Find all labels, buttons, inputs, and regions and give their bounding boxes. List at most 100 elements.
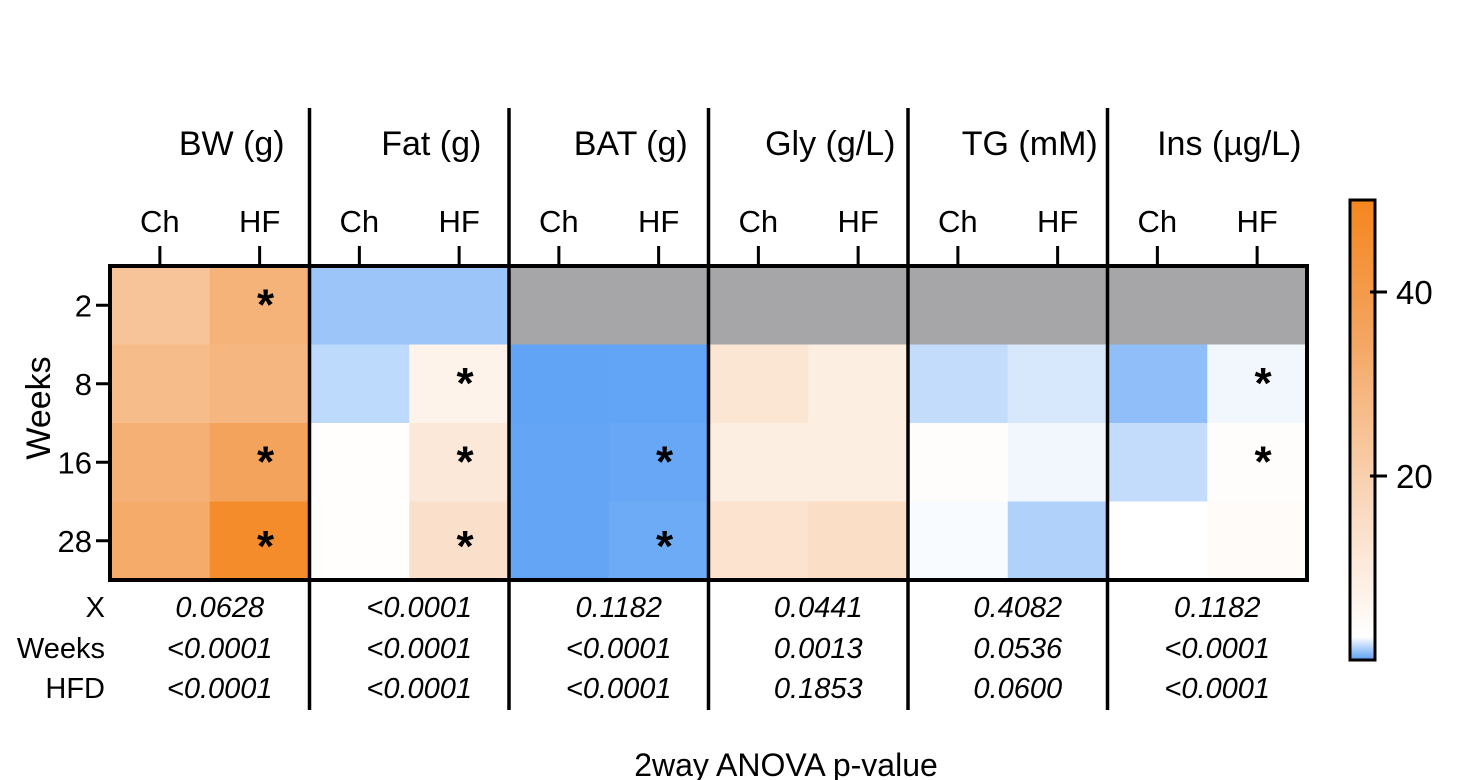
p-value: <0.0001 [366,592,472,624]
p-value: <0.0001 [167,633,273,665]
heatmap-cell [309,266,410,345]
heatmap-cell [1207,423,1308,502]
heatmap-cell [110,344,211,424]
row-label: 28 [58,524,92,559]
heatmap-cell [209,501,310,581]
significance-star: * [457,522,475,571]
p-value: 0.0441 [774,592,863,624]
heatmap-cell [409,423,510,502]
heatmap-cell [708,501,809,581]
significance-star: * [457,437,475,486]
heatmap-cell [1207,344,1308,424]
p-value: 0.0536 [973,633,1063,665]
column-label: HF [438,204,479,239]
significance-star: * [257,437,275,486]
heatmap-cell [409,501,510,581]
heatmap-cell [908,423,1009,502]
heatmap-cell [1207,501,1308,581]
heatmap-cell [1107,501,1208,581]
heatmap-cell [608,423,709,502]
heatmap-cell [509,423,610,502]
row-label: 16 [58,445,92,480]
p-value: 0.4082 [973,592,1062,624]
column-label: HF [239,204,280,239]
heatmap-cell [409,344,510,424]
heatmap-cell [509,266,610,345]
row-label: 8 [75,367,92,402]
heatmap-cell [1107,266,1208,345]
p-value: <0.0001 [1164,673,1270,705]
column-label: Ch [739,204,779,239]
column-label: HF [837,204,878,239]
p-value: 0.1182 [1174,592,1261,624]
heatmap-cell [908,266,1009,345]
p-value: <0.0001 [1164,633,1270,665]
p-value: <0.0001 [366,673,472,705]
p-value: 0.1182 [575,592,662,624]
heatmap-cell [808,344,909,424]
heatmap-cell [509,501,610,581]
group-title: Ins (µg/L) [1157,125,1301,163]
significance-star: * [257,522,275,571]
column-label: HF [1236,204,1277,239]
heatmap-cell [110,266,211,345]
colorbar-tick-label: 20 [1396,458,1433,495]
colorbar-tick-label: 40 [1396,274,1433,311]
row-label: 2 [75,288,92,323]
column-label: HF [1037,204,1078,239]
stat-label: Weeks [17,633,105,665]
p-value: <0.0001 [566,633,672,665]
p-value: <0.0001 [366,633,472,665]
column-label: Ch [938,204,978,239]
column-label: HF [638,204,679,239]
heatmap-cell [309,344,410,424]
significance-star: * [257,280,275,329]
heatmap-cell [808,501,909,581]
significance-star: * [656,522,674,571]
significance-star: * [1255,359,1273,408]
p-value: 0.0013 [774,633,863,665]
heatmap-cell [309,423,410,502]
x-axis-title: 2way ANOVA p-value [634,747,938,780]
significance-star: * [457,359,475,408]
heatmap-cell [1007,423,1108,502]
p-value: 0.0600 [973,673,1062,705]
stat-label: X [86,592,105,624]
heatmap-cell [708,266,809,345]
heatmap-cell [209,344,310,424]
column-label: Ch [140,204,180,239]
p-value: <0.0001 [566,673,672,705]
colorbar-gradient [1348,198,1377,662]
heatmap-cell [608,266,709,345]
heatmap-cell [1007,266,1108,345]
column-label: Ch [539,204,579,239]
group-title: Gly (g/L) [765,125,895,163]
heatmap-cells [110,266,1308,581]
heatmap-cell [209,266,310,345]
significance-star: * [656,437,674,486]
group-title: BW (g) [179,125,285,163]
y-axis-title: Weeks [20,356,58,459]
heatmap-cell [608,344,709,424]
column-label: Ch [340,204,380,239]
heatmap-cell [608,501,709,581]
column-label: Ch [1138,204,1178,239]
heatmap-cell [708,423,809,502]
heatmap-cell [110,423,211,502]
p-value: 0.0628 [175,592,264,624]
heatmap-cell [1107,423,1208,502]
significance-star: * [1255,437,1273,486]
stat-label: HFD [45,673,105,705]
heatmap-frame [96,108,1309,710]
heatmap-cell [1107,344,1208,424]
heatmap-cell [409,266,510,345]
heatmap-cell [110,501,211,581]
heatmap-cell [808,423,909,502]
heatmap-labels: * * * BW (g) Ch HF 0.0628 <0.0001 <0.0001 * * * Fat … [17,125,1302,705]
heatmap-cell [908,501,1009,581]
heatmap-cell [209,423,310,502]
heatmap-cell [1207,266,1308,345]
heatmap-cell [708,344,809,424]
